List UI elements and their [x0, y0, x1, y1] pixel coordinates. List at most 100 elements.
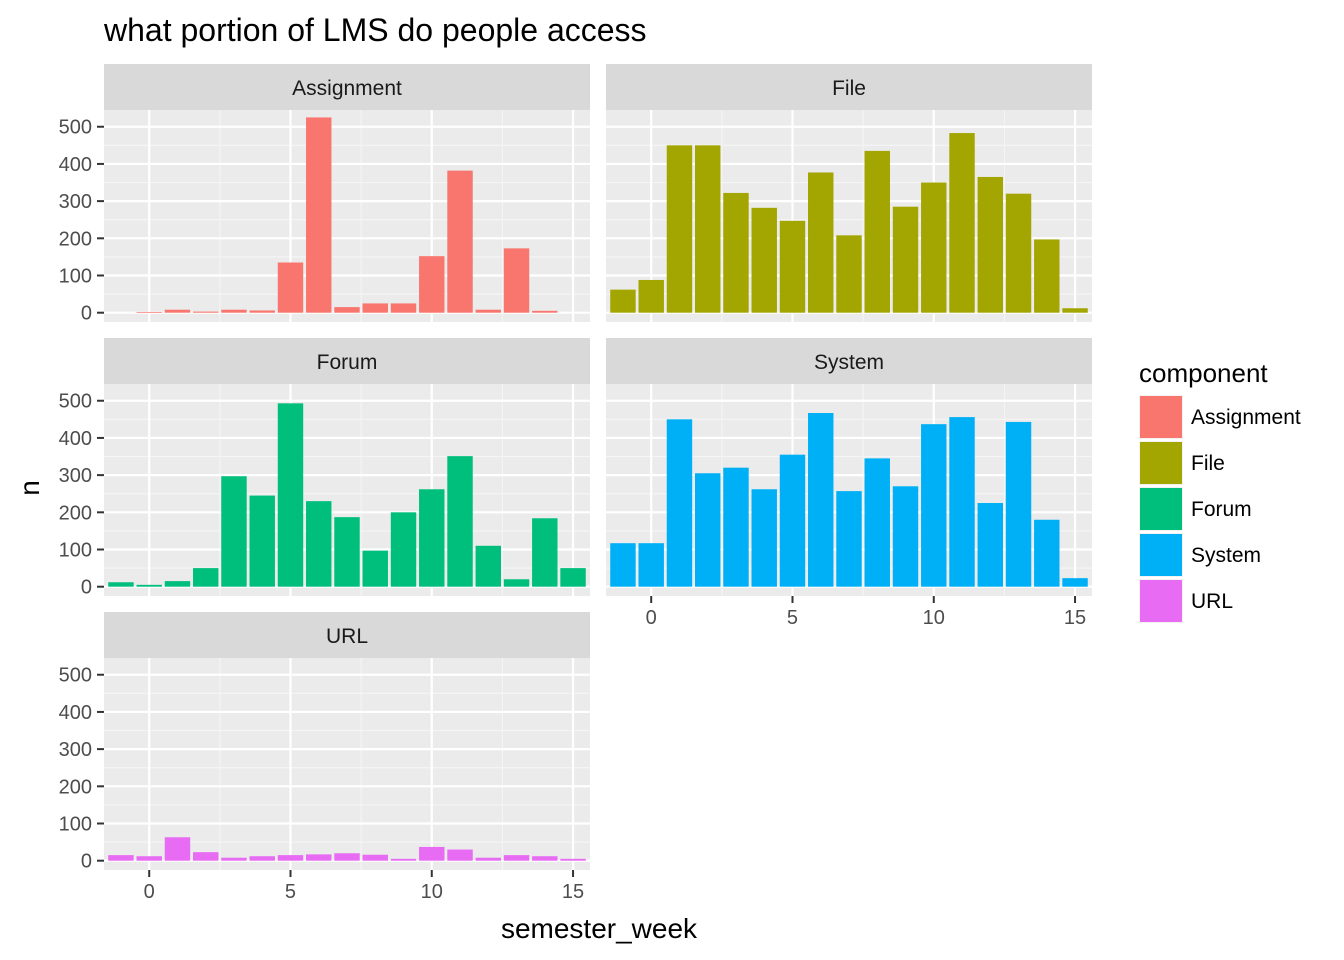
bar-url-week-6: [306, 854, 332, 861]
bar-system-week-14: [1034, 519, 1060, 587]
bar-system-week-15: [1062, 578, 1088, 587]
legend-swatch: [1140, 488, 1182, 530]
bar-system-week--1: [610, 543, 636, 587]
bar-assignment-week-13: [503, 248, 530, 313]
bar-file-week-9: [892, 206, 919, 313]
x-tick-label: 0: [144, 881, 155, 903]
bar-system-week-8: [864, 458, 890, 587]
y-tick-label: 400: [59, 154, 92, 176]
bars-url: [108, 837, 586, 861]
bar-assignment-week-9: [390, 303, 417, 313]
bar-url-week-10: [419, 846, 445, 861]
bars-file: [610, 133, 1088, 313]
facet-url: URL 0 100 200 300 400 500 0 5 10 15: [59, 612, 590, 903]
bars-assignment: [136, 117, 558, 313]
bar-file-week-7: [836, 235, 862, 313]
y-tick-label: 200: [59, 228, 92, 250]
bar-file-week-15: [1062, 308, 1088, 313]
bar-assignment-week-2: [193, 311, 219, 313]
bar-forum-week--1: [108, 582, 134, 587]
y-tick-label: 100: [59, 266, 92, 288]
facet-strip: [104, 338, 590, 384]
y-tick-label: 0: [81, 303, 92, 325]
bar-assignment-week-8: [362, 303, 388, 313]
facet-strip-label: URL: [326, 625, 368, 648]
bar-url-week-15: [560, 858, 586, 861]
bar-file-week-4: [751, 207, 777, 313]
y-tick-label: 500: [59, 117, 92, 139]
y-tick-label: 200: [59, 776, 92, 798]
legend-swatch: [1140, 396, 1182, 438]
bar-forum-week-6: [306, 501, 332, 587]
bar-system-week-11: [949, 417, 975, 587]
facet-system: System 0 5 10 15: [606, 338, 1092, 629]
bar-forum-week-10: [419, 489, 445, 587]
bar-forum-week-4: [249, 495, 275, 587]
y-tick-label: 500: [59, 665, 92, 687]
x-tick-label: 15: [562, 881, 584, 903]
bar-url-week-12: [475, 857, 501, 861]
bar-assignment-week-14: [532, 310, 558, 313]
bar-file-week-3: [723, 192, 749, 313]
facet-strip: [606, 64, 1092, 110]
facet-assignment: Assignment 0 100 200 300 400 500: [59, 64, 590, 325]
x-tick-label: 5: [787, 607, 798, 629]
bar-url-week-2: [193, 852, 219, 861]
bar-system-week-6: [808, 413, 834, 587]
bar-assignment-week-5: [277, 262, 304, 313]
bar-file-week-2: [695, 145, 721, 313]
bar-system-week-9: [892, 486, 919, 587]
bar-file-week-13: [1005, 193, 1032, 313]
bar-assignment-week-0: [136, 311, 162, 313]
facet-forum: Forum 0 100 200 300 400 500: [59, 338, 590, 599]
x-tick-label: 10: [923, 607, 945, 629]
y-tick-label: 100: [59, 540, 92, 562]
bar-file-week-10: [921, 182, 947, 313]
bar-forum-week-12: [475, 545, 501, 587]
x-tick-label: 0: [646, 607, 657, 629]
bar-file-week--1: [610, 289, 636, 313]
facet-panels: Assignment0100200300400500FileForum01002…: [59, 64, 1092, 903]
bar-url-week-3: [221, 857, 247, 861]
bar-url-week-5: [277, 855, 304, 861]
bar-url-week-0: [136, 856, 162, 861]
y-tick-label: 200: [59, 502, 92, 524]
bar-system-week-10: [921, 424, 947, 587]
bar-forum-week-8: [362, 550, 388, 587]
facet-file: File: [606, 64, 1092, 322]
bar-file-week-5: [779, 220, 806, 313]
bar-url-week-11: [447, 849, 473, 861]
legend-item-url: URL: [1139, 579, 1233, 623]
bar-assignment-week-10: [419, 256, 445, 313]
bars-system: [610, 413, 1088, 587]
y-tick-label: 100: [59, 814, 92, 836]
y-tick-label: 400: [59, 702, 92, 724]
bar-url-week-14: [532, 856, 558, 861]
legend-label: Assignment: [1191, 406, 1301, 429]
y-tick-label: 0: [81, 577, 92, 599]
bar-system-week-12: [977, 503, 1003, 587]
bar-url-week-4: [249, 856, 275, 861]
bar-forum-week-1: [164, 581, 191, 587]
bar-forum-week-15: [560, 568, 586, 587]
bar-assignment-week-6: [306, 117, 332, 313]
bar-assignment-week-4: [249, 310, 275, 313]
bar-file-week-8: [864, 150, 890, 313]
bar-file-week-11: [949, 133, 975, 313]
x-tick-label: 5: [285, 881, 296, 903]
bar-forum-week-5: [277, 403, 304, 587]
y-tick-label: 500: [59, 391, 92, 413]
facet-strip-label: Assignment: [292, 77, 402, 100]
bar-url-week--1: [108, 855, 134, 861]
legend-item-file: File: [1139, 441, 1225, 485]
bar-forum-week-7: [334, 517, 360, 587]
bar-assignment-week-7: [334, 307, 360, 313]
facet-strip-label: System: [814, 351, 884, 374]
bar-file-week-0: [638, 279, 664, 313]
bar-forum-week-0: [136, 584, 162, 587]
legend-item-assignment: Assignment: [1139, 395, 1301, 439]
bar-file-week-1: [666, 145, 693, 313]
legend-label: System: [1191, 544, 1261, 567]
legend: component Assignment File Forum System URL: [1139, 358, 1301, 623]
